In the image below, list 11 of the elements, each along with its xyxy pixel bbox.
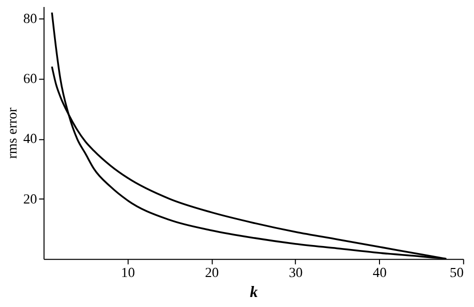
x-tick-label: 30 [288, 265, 303, 280]
x-axis-title: k [250, 284, 258, 301]
y-tick-label: 60 [23, 71, 38, 86]
x-tick-label: 10 [121, 265, 135, 280]
y-axis-title: rms error [4, 107, 20, 159]
x-tick-label: 50 [450, 265, 464, 280]
x-tick-label: 40 [372, 265, 387, 280]
y-tick-label: 80 [23, 11, 38, 26]
y-tick-label: 40 [23, 131, 38, 146]
x-tick-label: 20 [204, 265, 219, 280]
y-tick-label: 20 [23, 191, 38, 206]
